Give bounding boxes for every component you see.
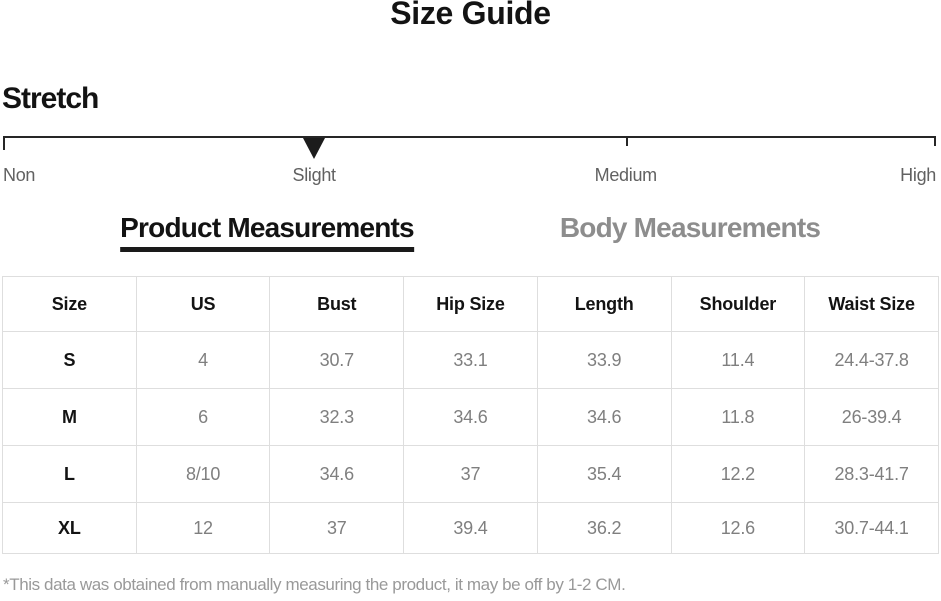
value-cell: 26-39.4 xyxy=(804,388,939,446)
scale-tick-medium xyxy=(625,137,628,146)
value-cell: 33.9 xyxy=(536,331,672,389)
value-cell: 4 xyxy=(135,331,271,389)
column-header: Size xyxy=(2,276,137,332)
table-header: Size US Bust Hip Size Length Shoulder Waist Si… xyxy=(2,276,939,332)
table-header-row: Size US Bust Hip Size Length Shoulder Waist Si… xyxy=(2,276,939,332)
size-cell: XL xyxy=(2,502,137,554)
value-cell: 37 xyxy=(269,502,405,554)
value-cell: 32.3 xyxy=(269,388,405,446)
size-cell: M xyxy=(2,388,137,446)
column-header: US xyxy=(135,276,271,332)
value-cell: 11.4 xyxy=(670,331,806,389)
column-header: Hip Size xyxy=(403,276,538,332)
value-cell: 33.1 xyxy=(403,331,538,389)
value-cell: 35.4 xyxy=(536,445,672,503)
footnote: *This data was obtained from manually me… xyxy=(3,575,626,594)
table-row: L 8/10 34.6 37 35.4 12.2 28.3-41.7 xyxy=(2,445,939,503)
scale-label-high: High xyxy=(900,165,936,185)
scale-tick-high xyxy=(934,137,936,146)
value-cell: 39.4 xyxy=(403,502,538,554)
stretch-pointer-icon xyxy=(303,138,326,159)
stretch-section-label: Stretch xyxy=(2,82,99,115)
value-cell: 30.7 xyxy=(269,331,405,389)
value-cell: 12 xyxy=(135,502,271,554)
column-header: Waist Size xyxy=(804,276,939,332)
value-cell: 24.4-37.8 xyxy=(804,331,939,389)
measurements-table: Size US Bust Hip Size Length Shoulder Waist Si… xyxy=(2,276,939,554)
page-title: Size Guide xyxy=(390,0,551,31)
table-row: M 6 32.3 34.6 34.6 11.8 26-39.4 xyxy=(2,388,939,446)
tab-body-measurements[interactable]: Body Measurements xyxy=(559,212,821,243)
size-cell: L xyxy=(2,445,137,503)
scale-tick-non xyxy=(3,137,5,150)
stretch-scale-track xyxy=(3,136,936,138)
table-body: S 4 30.7 33.1 33.9 11.4 24.4-37.8 M 6 32.3 34.6 34.… xyxy=(2,331,939,554)
column-header: Length xyxy=(536,276,672,332)
value-cell: 8/10 xyxy=(135,445,271,503)
value-cell: 34.6 xyxy=(403,388,538,446)
value-cell: 30.7-44.1 xyxy=(804,502,939,554)
value-cell: 28.3-41.7 xyxy=(804,445,939,503)
table-row: XL 12 37 39.4 36.2 12.6 30.7-44.1 xyxy=(2,502,939,554)
value-cell: 34.6 xyxy=(269,445,405,503)
column-header: Shoulder xyxy=(670,276,806,332)
value-cell: 36.2 xyxy=(536,502,672,554)
value-cell: 12.2 xyxy=(670,445,806,503)
value-cell: 37 xyxy=(403,445,538,503)
value-cell: 34.6 xyxy=(536,388,672,446)
value-cell: 11.8 xyxy=(670,388,806,446)
scale-label-non: Non xyxy=(3,165,36,185)
stretch-scale: Non Slight Medium High xyxy=(3,136,936,188)
size-cell: S xyxy=(2,331,137,389)
scale-label-medium: Medium xyxy=(594,165,658,185)
tab-product-measurements[interactable]: Product Measurements xyxy=(120,212,415,252)
table-row: S 4 30.7 33.1 33.9 11.4 24.4-37.8 xyxy=(2,331,939,389)
value-cell: 6 xyxy=(135,388,271,446)
measurements-tabs: Product Measurements Body Measurements xyxy=(0,212,941,254)
value-cell: 12.6 xyxy=(670,502,806,554)
scale-label-slight: Slight xyxy=(292,165,337,185)
column-header: Bust xyxy=(269,276,405,332)
